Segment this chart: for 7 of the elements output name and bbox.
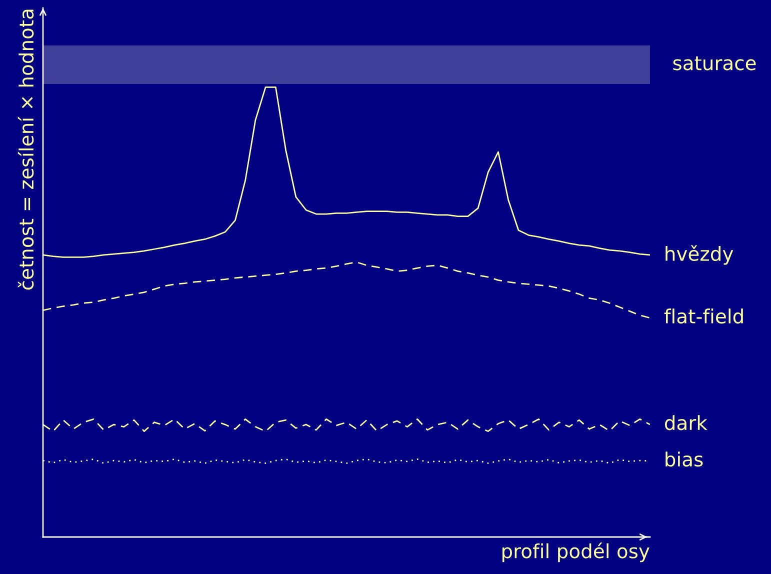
series-label: hvězdy [666,245,734,265]
series-label: flat-field [664,308,743,324]
y-axis-title: četnost = zesílení × hodnota [18,10,34,290]
x-axis-title: profil podél osy [502,542,650,562]
band-label: saturace [673,56,756,70]
series-label: dark [664,415,708,430]
series-label: bias [666,452,703,467]
